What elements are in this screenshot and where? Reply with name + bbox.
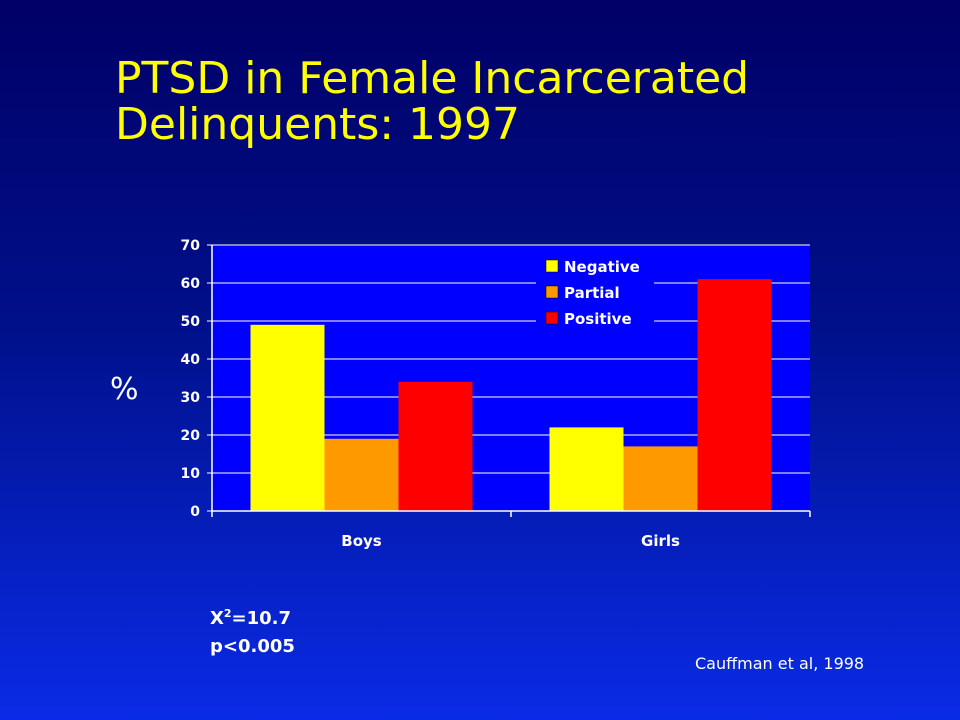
legend-swatch-negative	[545, 259, 559, 273]
bar-partial-boys	[324, 438, 399, 511]
p-value-stat: p<0.005	[210, 636, 295, 657]
y-tick-label: 70	[181, 238, 201, 254]
citation: Cauffman et al, 1998	[695, 654, 865, 673]
x-tick-label: Girls	[641, 532, 680, 550]
bar-positive-girls	[697, 279, 772, 511]
y-tick-label: 60	[181, 276, 201, 292]
chi-square-exponent: 2	[223, 607, 232, 620]
y-tick-label: 30	[181, 390, 201, 406]
slide-title: PTSD in Female Incarcerated Delinquents:…	[115, 56, 875, 148]
bar-positive-boys	[398, 381, 473, 511]
y-tick-label: 20	[181, 428, 201, 444]
y-axis-label: %	[110, 372, 139, 407]
legend-label-partial: Partial	[564, 284, 620, 302]
legend-swatch-positive	[545, 311, 559, 325]
y-tick-label: 10	[181, 466, 201, 482]
x-tick-label: Boys	[341, 532, 382, 550]
legend-swatch-partial	[545, 285, 559, 299]
y-tick-label: 50	[181, 314, 201, 330]
bar-negative-boys	[250, 324, 325, 511]
y-tick-label: 0	[190, 504, 200, 520]
chi-square-stat: X2=10.7	[210, 607, 292, 629]
slide-title-line-2: Delinquents: 1997	[115, 99, 521, 150]
statistics-block: X2=10.7 p<0.005	[210, 600, 295, 661]
legend-label-positive: Positive	[564, 310, 632, 328]
y-tick-label: 40	[181, 352, 201, 368]
legend-label-negative: Negative	[564, 258, 640, 276]
slide-title-line-1: PTSD in Female Incarcerated	[115, 53, 750, 104]
bar-negative-girls	[549, 427, 624, 511]
bar-partial-girls	[623, 446, 698, 511]
